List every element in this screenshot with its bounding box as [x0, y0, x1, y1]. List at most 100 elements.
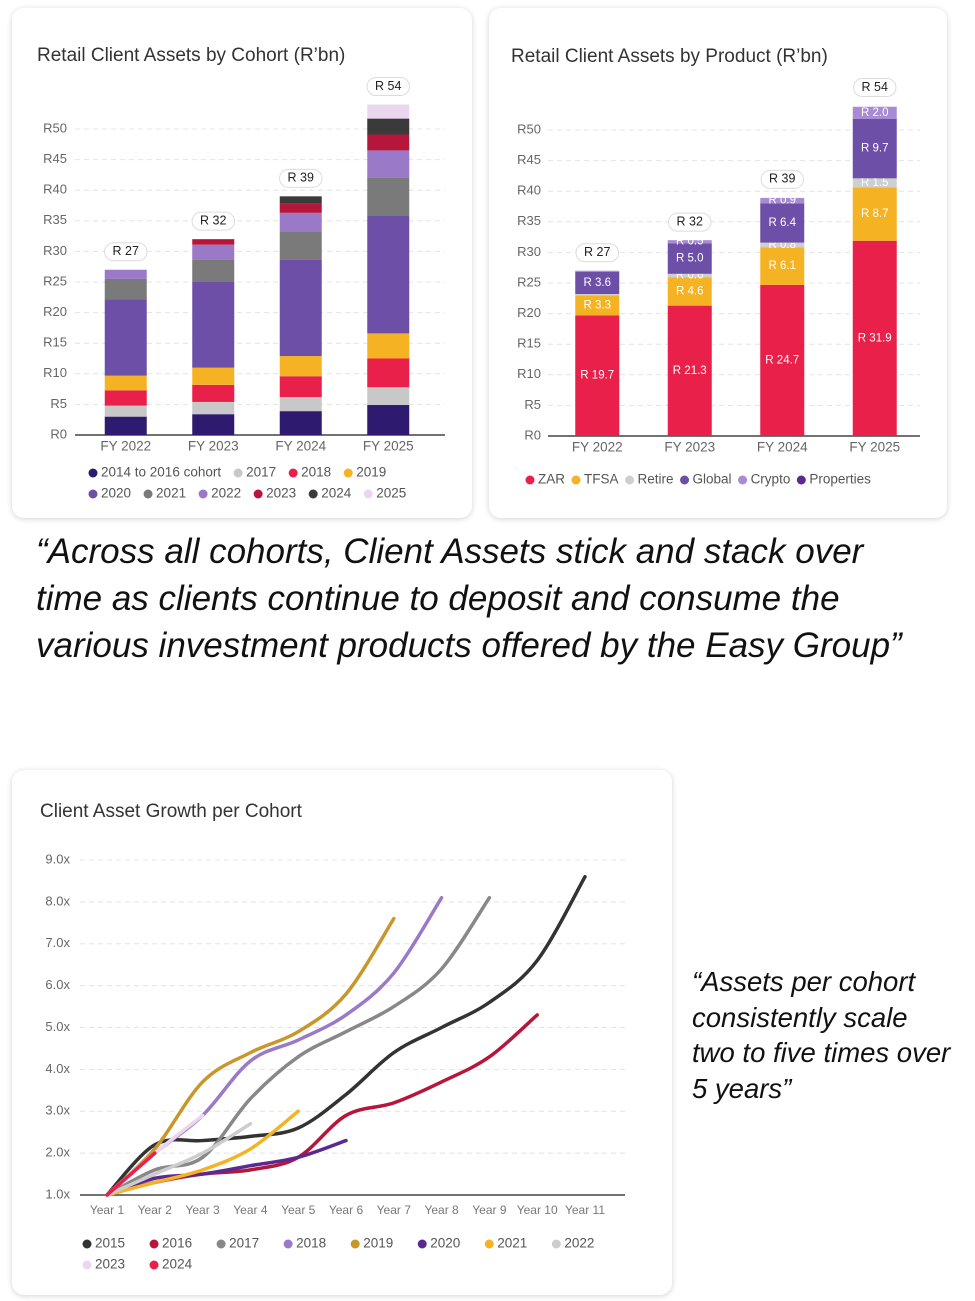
bar-segment: [192, 414, 235, 435]
y-tick-label: R30: [517, 244, 541, 259]
chart-title: Retail Client Assets by Cohort (R’bn): [37, 45, 345, 66]
y-tick-label: R35: [517, 213, 541, 228]
value-label: R 3.6: [584, 277, 612, 289]
card: Retail Client Assets by Cohort (R’bn) R0…: [12, 8, 472, 518]
bar-segment: [367, 104, 410, 119]
chart: Retail Client Assets by Product (R’bn) R…: [511, 46, 920, 487]
bar-segment: [367, 177, 410, 216]
legend-dot: [796, 475, 806, 485]
y-tick-label: 9.0x: [45, 851, 70, 866]
chart: Retail Client Assets by Cohort (R’bn) R0…: [37, 45, 445, 501]
total-pill: [760, 169, 804, 189]
total-pill: [191, 211, 235, 231]
bar-segment: [575, 271, 620, 295]
x-tick-label: FY 2022: [100, 439, 151, 454]
bar-segment: [367, 358, 410, 388]
legend-dot: [625, 475, 635, 485]
value-label: R 8.7: [861, 208, 889, 220]
bar-segment: [104, 375, 147, 391]
bar-segment: [192, 401, 235, 415]
value-label: R 24.7: [765, 354, 799, 366]
x-tick-label: Year 7: [377, 1203, 412, 1217]
y-tick-label: R5: [524, 397, 541, 412]
legend-dot: [525, 475, 535, 485]
chart-title: Client Asset Growth per Cohort: [40, 801, 303, 822]
legend-dot: [198, 489, 208, 499]
legend-label: TFSA: [584, 472, 619, 487]
y-tick-label: R30: [43, 243, 67, 258]
bar-segment: [760, 247, 805, 285]
x-tick-label: Year 9: [472, 1203, 507, 1217]
x-tick-label: FY 2024: [757, 440, 808, 455]
bar-segment: [104, 405, 147, 417]
legend-label: 2018: [296, 1236, 326, 1251]
series-line: [105, 1151, 157, 1197]
bar-segment: [279, 212, 322, 232]
y-tick-label: R0: [50, 426, 67, 441]
y-tick-label: 6.0x: [45, 977, 70, 992]
bar-segment: [667, 273, 712, 278]
bar-segment: [367, 215, 410, 334]
y-tick-label: R5: [50, 396, 67, 411]
legend-label: Global: [693, 472, 732, 487]
bar-segment: [192, 259, 235, 282]
series-line: [105, 1122, 253, 1197]
legend-dot: [149, 1239, 159, 1249]
x-tick-label: Year 4: [233, 1203, 268, 1217]
legend-dot: [350, 1239, 360, 1249]
series-line: [105, 895, 492, 1197]
legend-label: Retire: [638, 472, 674, 487]
y-tick-label: R20: [517, 305, 541, 320]
legend-dot: [738, 475, 748, 485]
legend-label: 2025: [376, 486, 406, 501]
x-tick-label: Year 11: [565, 1203, 605, 1217]
bar-segment: [667, 240, 712, 244]
bar-segment: [852, 106, 897, 119]
legend-label: 2021: [156, 486, 186, 501]
quote: “Across all cohorts, Client Assets stick…: [36, 532, 902, 665]
bar-segment: [192, 239, 235, 245]
bar-segment: [279, 259, 322, 357]
legend-label: 2017: [229, 1236, 259, 1251]
bar-segment: [575, 270, 620, 272]
bar-segment: [852, 187, 897, 241]
legend-label: 2024: [162, 1257, 193, 1272]
bar-segment: [104, 299, 147, 376]
y-tick-label: R25: [43, 273, 67, 288]
total-label: R 32: [677, 214, 703, 228]
bar-segment: [367, 134, 410, 151]
legend-dot: [288, 468, 298, 478]
legend-label: 2020: [101, 486, 131, 501]
x-tick-label: FY 2025: [849, 440, 900, 455]
legend-dot: [149, 1260, 159, 1270]
legend-dot: [551, 1239, 561, 1249]
legend-label: 2023: [95, 1257, 125, 1272]
y-tick-label: 4.0x: [45, 1061, 70, 1076]
bar-segment: [575, 295, 620, 316]
legend-label: Crypto: [751, 472, 791, 487]
legend-dot: [363, 489, 373, 499]
bar-segment: [192, 244, 235, 260]
legend-label: 2018: [301, 465, 331, 480]
bar-segment: [760, 284, 805, 436]
y-tick-label: 8.0x: [45, 893, 70, 908]
y-tick-label: R45: [43, 151, 67, 166]
legend-label: 2020: [430, 1236, 460, 1251]
bar-segment: [575, 315, 620, 436]
bar-segment: [852, 118, 897, 179]
legend-dot: [283, 1239, 293, 1249]
x-tick-label: FY 2023: [664, 440, 715, 455]
x-tick-label: Year 6: [329, 1203, 364, 1217]
bar-segment: [192, 384, 235, 402]
value-label: R 0.9: [769, 195, 797, 207]
legend-label: 2019: [356, 465, 386, 480]
total-pill: [668, 212, 712, 232]
x-tick-label: Year 3: [185, 1203, 220, 1217]
bar-segment: [760, 197, 805, 204]
legend-label: 2022: [211, 486, 241, 501]
x-tick-label: FY 2025: [363, 439, 414, 454]
y-tick-label: 2.0x: [45, 1145, 70, 1160]
legend-label: 2019: [363, 1236, 393, 1251]
legend-label: 2022: [564, 1236, 594, 1251]
card: Retail Client Assets by Product (R’bn) R…: [489, 8, 947, 518]
